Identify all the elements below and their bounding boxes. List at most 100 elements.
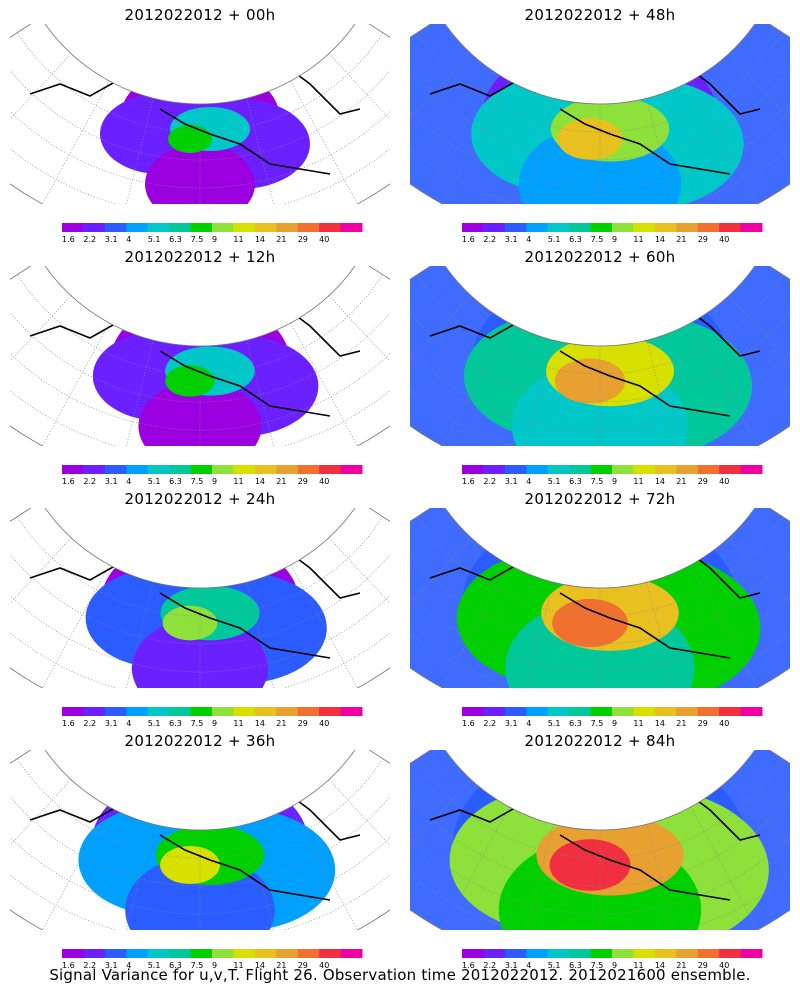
colorbar-swatch bbox=[254, 223, 277, 232]
colorbar-tick-label: 2.2 bbox=[483, 719, 496, 727]
variance-contour bbox=[557, 118, 623, 160]
colorbar-swatch bbox=[104, 707, 127, 716]
colorbar-tick-label: 29 bbox=[698, 235, 708, 243]
colorbar-tick-label: 7.5 bbox=[591, 961, 604, 969]
colorbar-tick-label: 2.2 bbox=[83, 961, 96, 969]
colorbar-swatch bbox=[276, 223, 299, 232]
colorbar-tick-label: 7.5 bbox=[591, 477, 604, 485]
colorbar-tick-label: 6.3 bbox=[569, 235, 582, 243]
colorbar-tick-label: 14 bbox=[655, 235, 665, 243]
panel-title: 2012022012 + 36h bbox=[124, 732, 276, 750]
colorbar-tick-label: 11 bbox=[633, 477, 643, 485]
colorbar-swatch bbox=[254, 949, 277, 958]
variance-map bbox=[410, 508, 790, 688]
colorbar-swatch bbox=[462, 949, 484, 958]
colorbar-swatch bbox=[62, 949, 84, 958]
colorbar: 1.6 2.2 3.1 4 5.1 6.3 7.5 9 11 14 21 29 40 bbox=[62, 949, 363, 969]
colorbar-swatch bbox=[719, 223, 742, 232]
colorbar-swatch bbox=[654, 223, 677, 232]
colorbar-tick-label: 14 bbox=[655, 719, 665, 727]
colorbar: 1.6 2.2 3.1 4 5.1 6.3 7.5 9 11 14 21 29 40 bbox=[462, 465, 763, 485]
colorbar-tick-label: 9 bbox=[612, 719, 617, 727]
colorbar-swatch bbox=[483, 707, 506, 716]
colorbar-swatch bbox=[654, 465, 677, 474]
colorbar-tick-label: 29 bbox=[298, 477, 308, 485]
colorbar-tick-label: 9 bbox=[612, 961, 617, 969]
colorbar-tick-label: 3.1 bbox=[505, 961, 518, 969]
colorbar-tick-label: 2.2 bbox=[83, 719, 96, 727]
colorbar-swatch bbox=[190, 223, 213, 232]
colorbar-tick-label: 29 bbox=[698, 961, 708, 969]
colorbar-tick-label: 5.1 bbox=[548, 719, 561, 727]
colorbar-swatch bbox=[169, 465, 192, 474]
figure-caption: Signal Variance for u,v,T. Flight 26. Ob… bbox=[49, 966, 751, 984]
colorbar-swatch bbox=[526, 707, 549, 716]
colorbar-swatch bbox=[590, 223, 613, 232]
coastline bbox=[559, 834, 731, 901]
colorbar-tick-label: 11 bbox=[233, 719, 243, 727]
variance-contour bbox=[552, 598, 628, 648]
colorbar-swatch bbox=[319, 223, 342, 232]
colorbar-swatch bbox=[462, 465, 484, 474]
colorbar-swatch bbox=[633, 223, 656, 232]
colorbar-swatch bbox=[612, 949, 634, 958]
colorbar-tick-label: 7.5 bbox=[591, 719, 604, 727]
colorbar-swatch bbox=[483, 949, 506, 958]
colorbar-tick-label: 7.5 bbox=[191, 235, 204, 243]
forecast-panel: 2012022012 + 60h 1.6 2.2 3.1 4 5.1 6.3 7.5 9 11 14… bbox=[400, 242, 800, 485]
coastline bbox=[159, 592, 331, 659]
colorbar-swatch bbox=[169, 949, 192, 958]
variance-contour bbox=[549, 839, 631, 891]
colorbar-swatch bbox=[697, 465, 720, 474]
colorbar-tick-label: 40 bbox=[319, 235, 329, 243]
colorbar-swatch bbox=[83, 707, 106, 716]
panel-title: 2012022012 + 84h bbox=[524, 732, 676, 750]
colorbar-swatch bbox=[590, 707, 613, 716]
colorbar-swatch bbox=[654, 949, 677, 958]
colorbar-swatch bbox=[547, 707, 570, 716]
colorbar-tick-label: 7.5 bbox=[591, 235, 604, 243]
colorbar: 1.6 2.2 3.1 4 5.1 6.3 7.5 9 11 14 21 29 40 bbox=[462, 223, 763, 243]
colorbar-swatch bbox=[297, 223, 320, 232]
colorbar-swatch bbox=[233, 707, 256, 716]
colorbar-swatch bbox=[212, 949, 234, 958]
colorbar-swatch bbox=[126, 223, 149, 232]
colorbar-swatch bbox=[340, 949, 363, 958]
coastline bbox=[559, 108, 731, 175]
colorbar-swatch bbox=[233, 949, 256, 958]
colorbar-swatch bbox=[740, 707, 763, 716]
variance-map bbox=[10, 508, 390, 688]
colorbar-swatch bbox=[740, 465, 763, 474]
colorbar-tick-label: 29 bbox=[298, 235, 308, 243]
colorbar-tick-label: 21 bbox=[276, 961, 286, 969]
colorbar-swatch bbox=[590, 465, 613, 474]
colorbar-swatch bbox=[462, 707, 484, 716]
colorbar-tick-label: 21 bbox=[276, 235, 286, 243]
coastline bbox=[159, 108, 331, 175]
colorbar-swatch bbox=[340, 465, 363, 474]
colorbar-swatch bbox=[104, 465, 127, 474]
colorbar-swatch bbox=[719, 465, 742, 474]
colorbar-tick-label: 1.6 bbox=[462, 477, 475, 485]
colorbar-swatch bbox=[126, 707, 149, 716]
colorbar-tick-label: 11 bbox=[233, 477, 243, 485]
variance-contour bbox=[145, 144, 255, 204]
colorbar-swatch bbox=[190, 465, 213, 474]
variance-contour bbox=[165, 365, 215, 397]
colorbar-swatch bbox=[654, 707, 677, 716]
colorbar-swatch bbox=[126, 949, 149, 958]
panel-title: 2012022012 + 48h bbox=[524, 6, 676, 24]
colorbar: 1.6 2.2 3.1 4 5.1 6.3 7.5 9 11 14 21 29 40 bbox=[62, 707, 363, 727]
colorbar-swatch bbox=[676, 223, 699, 232]
colorbar-tick-label: 14 bbox=[255, 961, 265, 969]
colorbar-swatch bbox=[319, 707, 342, 716]
colorbar-swatch bbox=[569, 223, 592, 232]
colorbar-swatch bbox=[697, 223, 720, 232]
colorbar-swatch bbox=[504, 707, 527, 716]
colorbar-swatch bbox=[147, 949, 170, 958]
colorbar-tick-label: 5.1 bbox=[148, 477, 161, 485]
coastline bbox=[559, 592, 731, 659]
colorbar-tick-label: 5.1 bbox=[548, 235, 561, 243]
variance-map bbox=[410, 24, 790, 204]
colorbar-swatch bbox=[612, 707, 634, 716]
